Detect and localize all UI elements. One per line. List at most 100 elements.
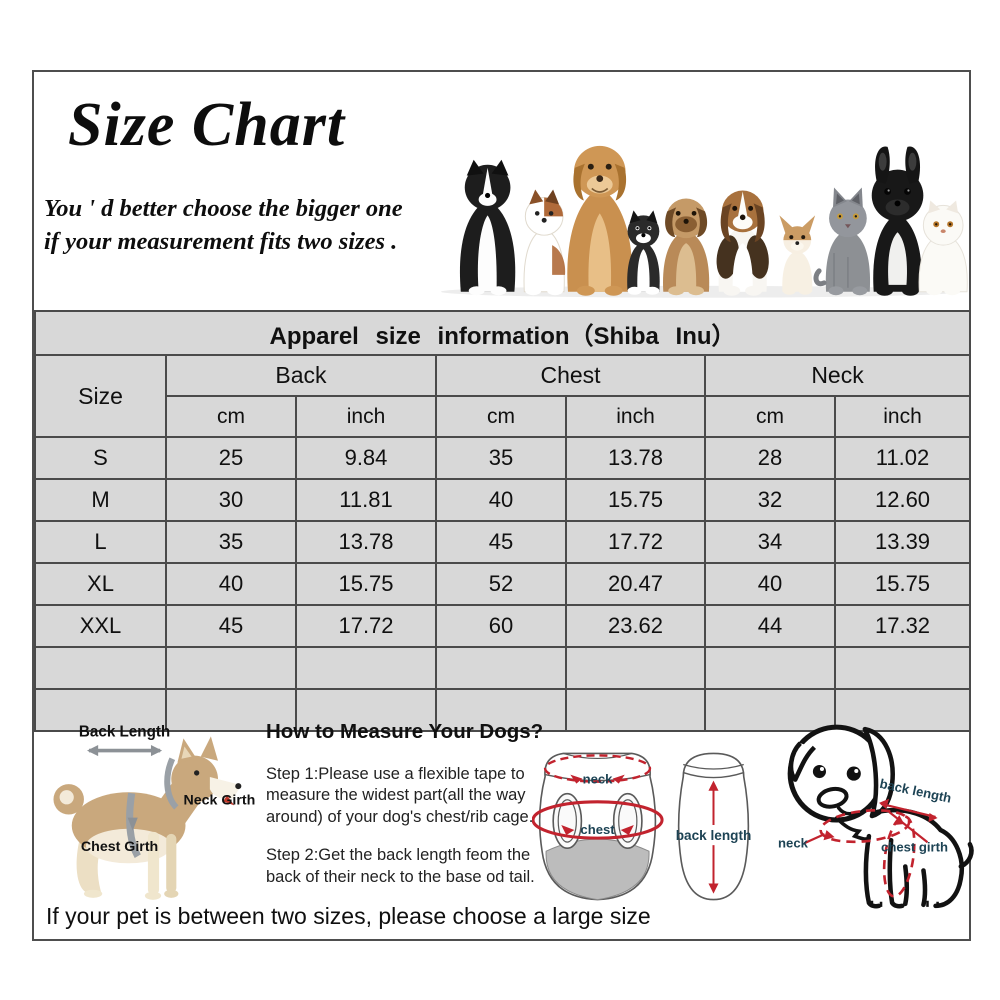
unit-header: inch (565, 395, 706, 438)
puppy-measure-lines (803, 802, 936, 898)
size-cell: L (34, 520, 167, 564)
dog-golden-retriever (567, 145, 633, 296)
value-cell: 17.72 (295, 604, 437, 648)
value-cell: 45 (165, 604, 297, 648)
puppy-neck-label: neck (778, 835, 809, 850)
table-title-row: Apparel size information（Shiba Inu） (33, 310, 972, 356)
dog-border-collie (459, 159, 516, 296)
back-length-arrow (87, 745, 163, 757)
value-cell: 15.75 (833, 562, 972, 606)
unit-header: cm (165, 395, 297, 438)
garment-front-view (532, 752, 664, 901)
value-cell: 12.60 (833, 478, 972, 522)
value-cell (295, 688, 437, 732)
cat-gray (813, 187, 871, 296)
value-cell: 32 (704, 478, 836, 522)
value-cell: 52 (435, 562, 567, 606)
table-row-m: M 30 11.81 40 15.75 32 12.60 (34, 478, 972, 522)
value-cell: 13.78 (295, 520, 437, 564)
measure-step-2: Step 2:Get the back length feom the back… (266, 846, 535, 886)
value-cell: 15.75 (565, 478, 706, 522)
value-cell: 35 (435, 436, 567, 480)
table-unit-header-row: cm inch cm inch cm inch (35, 395, 972, 438)
dog-jack-russell (523, 189, 566, 296)
unit-header: cm (435, 395, 567, 438)
column-header-chest: Chest (435, 354, 706, 397)
page-subtitle: You ' d better choose the bigger one if … (44, 192, 403, 258)
value-cell: 17.72 (565, 520, 706, 564)
belly-panel (545, 838, 650, 901)
value-cell: 44 (704, 604, 836, 648)
neck-strap (164, 757, 179, 810)
dog-chihuahua (779, 215, 816, 295)
value-cell (704, 688, 836, 732)
value-cell: 34 (704, 520, 836, 564)
table-row-s: S 25 9.84 35 13.78 28 11.02 (34, 436, 972, 480)
value-cell: 45 (435, 520, 567, 564)
size-cell: XL (34, 562, 167, 606)
unit-header: inch (833, 395, 972, 438)
puppy-measure-diagram: back length neck chest girth (778, 724, 974, 909)
puppy-chest-girth-label: chest girth (881, 839, 948, 854)
garment-neck-label: neck (583, 772, 614, 787)
cat-persian-white (918, 200, 968, 296)
column-header-neck: Neck (703, 354, 972, 397)
value-cell: 15.75 (295, 562, 437, 606)
size-table: Apparel size information（Shiba Inu） Size… (33, 310, 972, 732)
table-row-xxl: XXL 45 17.72 60 23.62 44 17.32 (34, 604, 972, 648)
table-title: Apparel size information（Shiba Inu） (33, 310, 972, 356)
neck-measure-line (543, 754, 652, 783)
value-cell: 28 (704, 436, 836, 480)
size-cell: XXL (34, 604, 167, 648)
back-length-measure-arrow (708, 780, 719, 894)
value-cell (565, 688, 706, 732)
value-cell: 13.78 (565, 436, 706, 480)
size-cell: S (34, 436, 167, 480)
value-cell (833, 646, 972, 690)
value-cell: 40 (435, 478, 567, 522)
dog-pekingese (663, 198, 710, 296)
table-row-empty (34, 688, 972, 732)
table-row-l: L 35 13.78 45 17.72 34 13.39 (34, 520, 972, 564)
dogs-group-photo (440, 145, 968, 298)
value-cell: 17.32 (833, 604, 972, 648)
value-cell: 20.47 (565, 562, 706, 606)
value-cell: 25 (165, 436, 297, 480)
value-cell: 30 (165, 478, 297, 522)
neck-girth-label: Neck Girth (183, 792, 255, 808)
subtitle-line-1: You ' d better choose the bigger one (44, 195, 403, 222)
back-length-label: Back Length (79, 723, 170, 740)
size-cell: M (34, 478, 167, 522)
value-cell: 40 (165, 562, 297, 606)
how-to-heading: How to Measure Your Dogs? (266, 720, 544, 743)
measure-step-1: Step 1:Please use a flexible tape to mea… (266, 765, 534, 826)
value-cell: 23.62 (565, 604, 706, 648)
unit-header: cm (704, 395, 836, 438)
page-title: Size Chart (68, 91, 346, 159)
main-panel: Size Chart You ' d better choose the big… (32, 70, 974, 941)
table-group-header-row: Size Back Chest Neck (34, 354, 972, 438)
garment-back-view: back length (676, 752, 752, 901)
dog-beagle (716, 190, 769, 296)
puppy-illustration (787, 724, 974, 909)
dog-french-bulldog (871, 146, 924, 296)
value-cell: 13.39 (833, 520, 972, 564)
value-cell (435, 646, 567, 690)
garment-back-length-label: back length (676, 828, 752, 843)
shiba-measure-diagram: Back Length Neck Girth Chest Girth (53, 723, 255, 900)
value-cell: 35 (165, 520, 297, 564)
chest-strap (126, 792, 141, 858)
how-to-measure-section: How to Measure Your Dogs? Step 1:Please … (266, 720, 568, 905)
table-row-empty (34, 646, 972, 690)
value-cell (295, 646, 437, 690)
value-cell: 40 (704, 562, 836, 606)
value-cell: 11.02 (833, 436, 972, 480)
value-cell (565, 646, 706, 690)
value-cell (165, 646, 297, 690)
garment-measure-diagram: neck chest back length (532, 752, 752, 901)
value-cell (435, 688, 567, 732)
table-row-xl: XL 40 15.75 52 20.47 40 15.75 (34, 562, 972, 606)
shiba-illustration (53, 736, 242, 900)
size-cell (34, 688, 167, 732)
